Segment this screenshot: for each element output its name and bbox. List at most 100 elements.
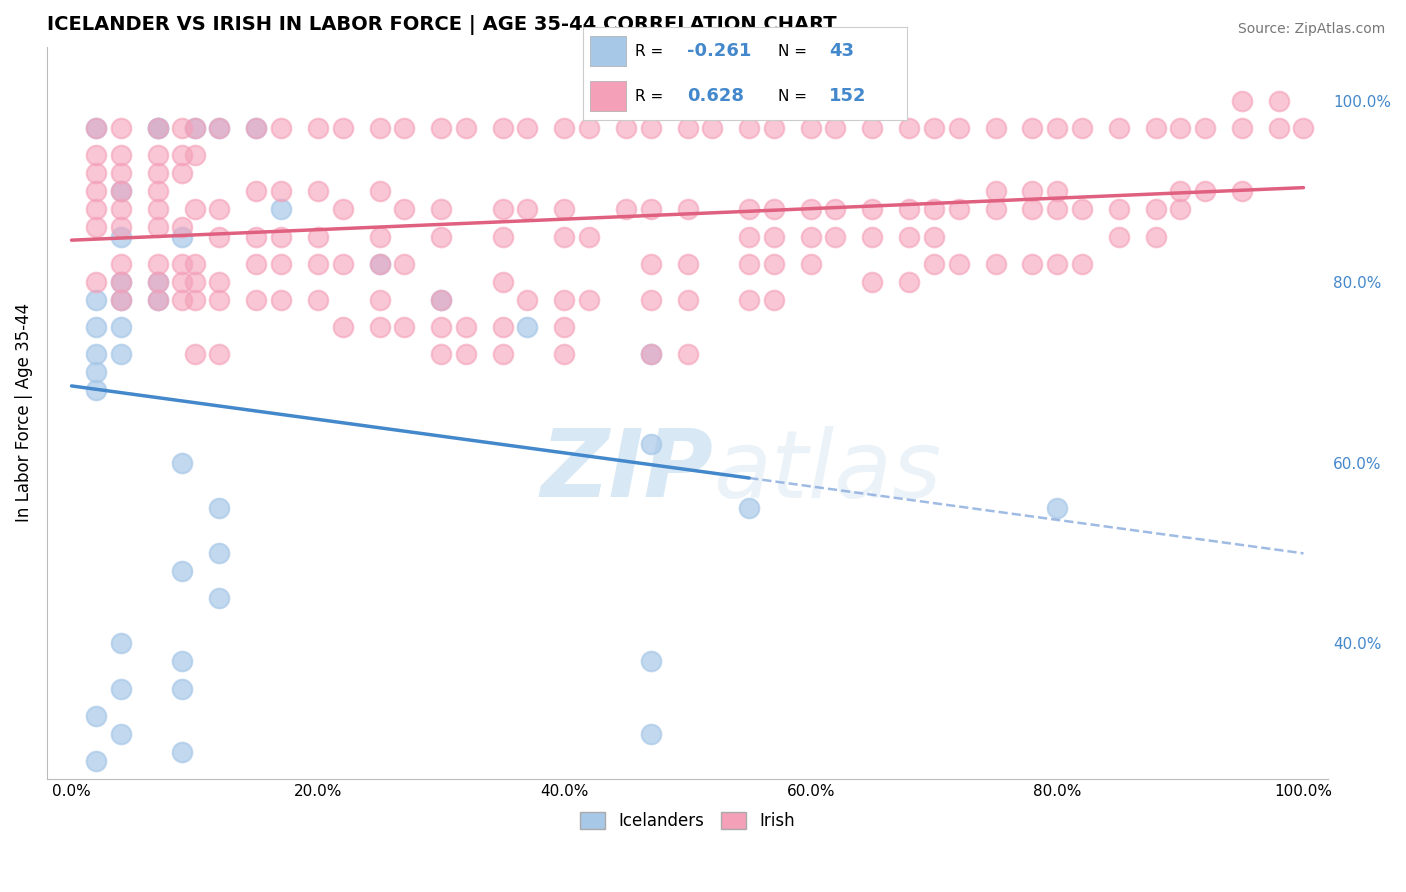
Point	[183, 275, 205, 289]
Bar	[591, 81, 626, 111]
Point	[640, 727, 662, 741]
Point	[84, 275, 107, 289]
Point	[1168, 121, 1191, 136]
Point	[208, 121, 231, 136]
Point	[824, 121, 846, 136]
Point	[800, 121, 823, 136]
Point	[208, 229, 231, 244]
Point	[430, 347, 453, 361]
Point	[245, 293, 267, 307]
Point	[1021, 257, 1043, 271]
Point	[84, 220, 107, 235]
Point	[1021, 184, 1043, 198]
Text: atlas: atlas	[713, 425, 942, 516]
Point	[392, 121, 415, 136]
Point	[948, 257, 970, 271]
Point	[553, 121, 575, 136]
Bar	[591, 36, 626, 66]
Point	[110, 293, 132, 307]
Point	[84, 148, 107, 162]
Point	[553, 293, 575, 307]
Point	[1230, 184, 1253, 198]
Point	[110, 202, 132, 217]
Point	[368, 319, 391, 334]
Point	[208, 293, 231, 307]
Point	[84, 121, 107, 136]
Point	[676, 257, 699, 271]
Point	[640, 202, 662, 217]
Point	[183, 293, 205, 307]
Point	[922, 121, 945, 136]
Point	[183, 148, 205, 162]
Point	[516, 121, 538, 136]
Point	[454, 347, 477, 361]
Point	[640, 654, 662, 668]
Point	[110, 681, 132, 696]
Point	[1108, 121, 1130, 136]
Point	[332, 257, 354, 271]
Point	[183, 257, 205, 271]
Point	[553, 229, 575, 244]
Point	[824, 202, 846, 217]
Text: -0.261: -0.261	[688, 42, 751, 60]
Point	[640, 293, 662, 307]
Point	[898, 275, 921, 289]
Point	[146, 202, 169, 217]
Point	[1230, 121, 1253, 136]
Point	[172, 654, 194, 668]
Point	[245, 184, 267, 198]
Point	[183, 121, 205, 136]
Point	[172, 257, 194, 271]
Point	[492, 275, 515, 289]
Point	[1070, 257, 1092, 271]
Point	[146, 275, 169, 289]
Point	[110, 166, 132, 180]
Point	[738, 121, 761, 136]
Point	[368, 121, 391, 136]
Point	[454, 319, 477, 334]
Point	[172, 220, 194, 235]
Point	[898, 229, 921, 244]
Text: N =: N =	[778, 44, 811, 59]
Text: 43: 43	[830, 42, 855, 60]
Point	[948, 202, 970, 217]
Point	[676, 347, 699, 361]
Point	[172, 745, 194, 759]
Point	[332, 319, 354, 334]
Point	[332, 121, 354, 136]
Text: ICELANDER VS IRISH IN LABOR FORCE | AGE 35-44 CORRELATION CHART: ICELANDER VS IRISH IN LABOR FORCE | AGE …	[46, 15, 837, 35]
Point	[208, 121, 231, 136]
Point	[1168, 202, 1191, 217]
Point	[762, 202, 785, 217]
Text: Source: ZipAtlas.com: Source: ZipAtlas.com	[1237, 22, 1385, 37]
Point	[368, 257, 391, 271]
Point	[245, 229, 267, 244]
Point	[553, 319, 575, 334]
Point	[676, 121, 699, 136]
Point	[84, 708, 107, 723]
Point	[1046, 257, 1069, 271]
Point	[307, 184, 329, 198]
Point	[1046, 500, 1069, 515]
Point	[984, 257, 1007, 271]
Point	[922, 257, 945, 271]
Point	[762, 257, 785, 271]
Point	[84, 166, 107, 180]
Point	[270, 293, 292, 307]
Point	[172, 229, 194, 244]
Point	[270, 257, 292, 271]
Point	[1046, 202, 1069, 217]
Point	[860, 229, 883, 244]
Point	[208, 500, 231, 515]
Point	[578, 229, 600, 244]
Point	[392, 319, 415, 334]
Point	[1070, 121, 1092, 136]
Point	[172, 275, 194, 289]
Point	[1144, 229, 1167, 244]
Text: 152: 152	[830, 87, 866, 105]
Point	[1194, 121, 1216, 136]
Point	[738, 257, 761, 271]
Point	[430, 293, 453, 307]
Point	[614, 202, 637, 217]
Point	[84, 319, 107, 334]
